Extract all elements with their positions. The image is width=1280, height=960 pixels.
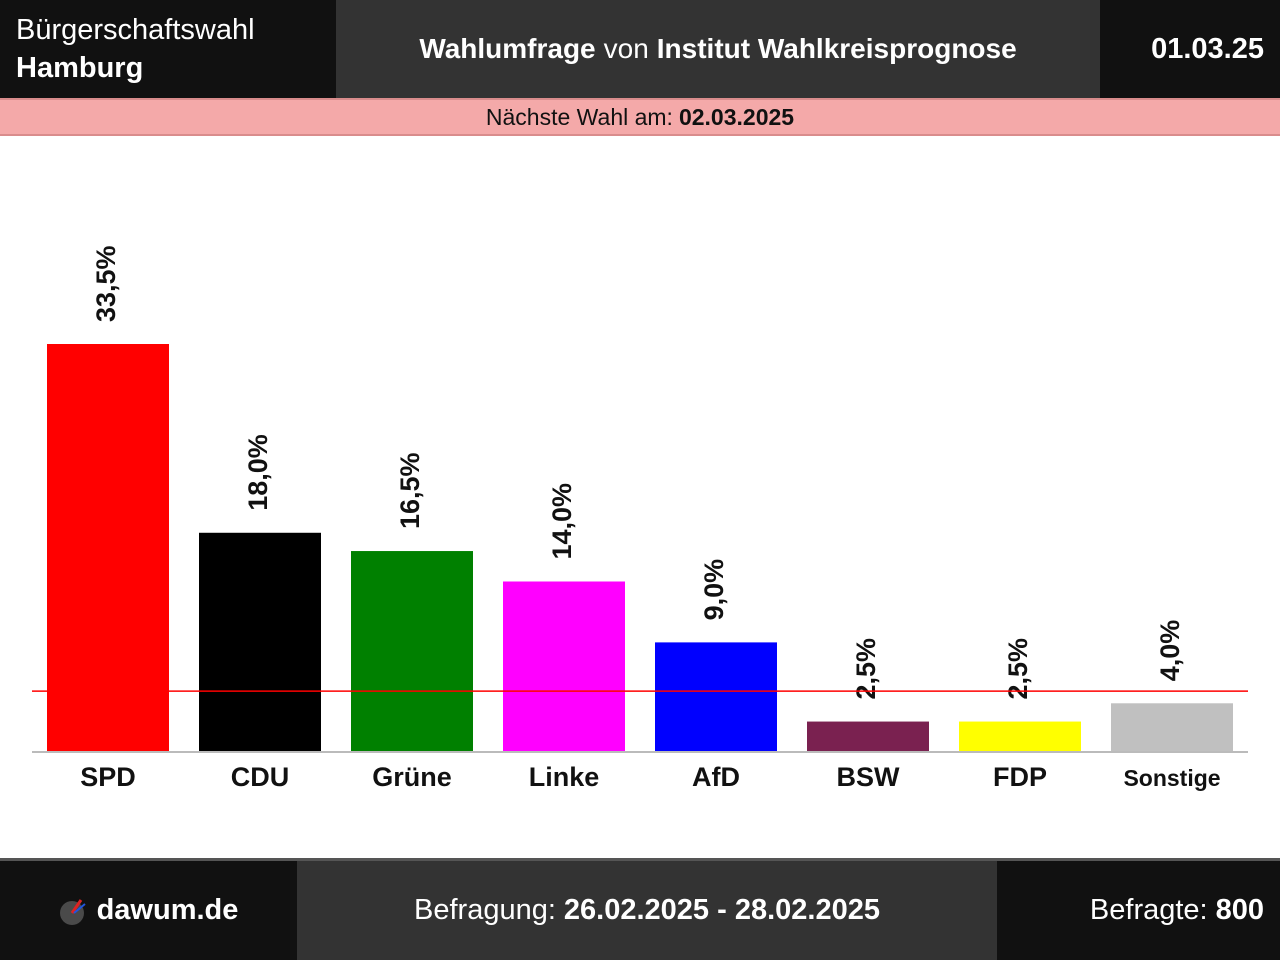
header: Bürgerschaftswahl Hamburg Wahlumfrage vo… — [0, 0, 1280, 98]
bar-spd — [47, 344, 169, 752]
respondents-label: Befragte: — [1089, 894, 1208, 926]
bar-sonstige — [1111, 703, 1233, 752]
bar-grüne — [351, 551, 473, 752]
footer: dawum.de Befragung: 26.02.2025 - 28.02.2… — [0, 858, 1280, 960]
bar-cdu — [199, 532, 321, 752]
value-label-afd: 9,0% — [699, 559, 729, 621]
survey-label: Befragung: — [414, 894, 556, 926]
poll-date-value: 01.03.25 — [1151, 32, 1264, 65]
poll-bar-chart: 33,5% SPD 18,0% CDU 16,5% Grüne 14,0% Linke 9,0%… — [32, 245, 1248, 792]
next-election-bar: Nächste Wahl am: 02.03.2025 — [0, 98, 1280, 136]
category-label-fdp: FDP — [993, 762, 1047, 792]
category-label-linke: Linke — [529, 762, 600, 792]
value-label-spd: 33,5% — [91, 245, 121, 322]
dawum-logo-icon — [59, 898, 86, 925]
category-label-bsw: BSW — [837, 762, 901, 792]
bar-fdp — [959, 721, 1081, 752]
election-region: Hamburg — [16, 52, 144, 84]
poll-date: 01.03.25 — [1100, 0, 1280, 98]
poll-title: Wahlumfrage von Institut Wahlkreisprogno… — [336, 0, 1100, 98]
bar-afd — [655, 642, 777, 752]
category-label-spd: SPD — [80, 762, 136, 792]
respondents: Befragte: 800 — [997, 861, 1280, 960]
bar-bsw — [807, 721, 929, 752]
next-election-label: Nächste Wahl am: — [485, 103, 673, 130]
election-title: Bürgerschaftswahl Hamburg — [0, 0, 336, 98]
survey-period: Befragung: 26.02.2025 - 28.02.2025 — [297, 861, 997, 960]
poll-connector: von — [603, 33, 649, 64]
category-label-cdu: CDU — [231, 762, 290, 792]
bar-linke — [503, 581, 625, 752]
election-type: Bürgerschaftswahl — [16, 14, 255, 46]
value-label-cdu: 18,0% — [243, 434, 273, 511]
value-label-bsw: 2,5% — [851, 638, 881, 700]
value-label-fdp: 2,5% — [1003, 638, 1033, 700]
value-label-sonstige: 4,0% — [1155, 620, 1185, 682]
next-election-date: 02.03.2025 — [678, 103, 795, 130]
site-name: dawum.de — [96, 894, 239, 926]
value-label-grüne: 16,5% — [395, 452, 425, 529]
category-label-grüne: Grüne — [372, 762, 452, 792]
institute-name: Institut Wahlkreisprognose — [656, 33, 1017, 64]
category-label-sonstige: Sonstige — [1123, 765, 1220, 791]
respondents-count: 800 — [1215, 894, 1264, 926]
site-branding[interactable]: dawum.de — [0, 861, 297, 960]
poll-type: Wahlumfrage — [419, 33, 596, 64]
category-label-afd: AfD — [692, 762, 740, 792]
survey-dates: 26.02.2025 - 28.02.2025 — [563, 894, 880, 926]
value-label-linke: 14,0% — [547, 483, 577, 560]
